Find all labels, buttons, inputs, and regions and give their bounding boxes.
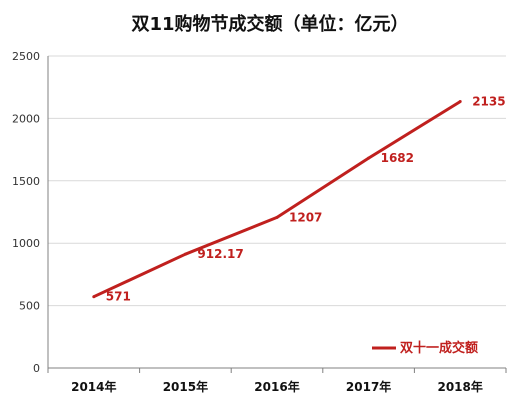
data-point [183, 252, 187, 256]
series-line [93, 100, 461, 299]
data-label: 1207 [289, 210, 322, 224]
data-point [275, 215, 279, 219]
x-axis: 2014年 2015年 2016年 2017年 2018年 [47, 56, 507, 394]
data-point [92, 295, 96, 299]
y-tick-label: 500 [19, 300, 40, 313]
legend: 双十一成交额 [372, 340, 478, 356]
data-labels: 571 912.17 1207 1682 2135 [106, 95, 506, 304]
y-axis-ticks: 0 500 1000 1500 2000 2500 [12, 50, 40, 375]
y-tick-label: 2000 [12, 112, 40, 125]
x-tick-label: 2018年 [437, 379, 482, 394]
data-label: 912.17 [197, 247, 243, 261]
y-tick-label: 0 [33, 362, 40, 375]
gridlines [48, 55, 506, 369]
data-point [367, 156, 371, 160]
y-tick-label: 2500 [12, 50, 40, 63]
data-label: 2135 [472, 95, 505, 109]
x-tick-label: 2015年 [163, 379, 208, 394]
series-layer [92, 100, 462, 299]
data-point [458, 100, 462, 104]
y-tick-label: 1500 [12, 175, 40, 188]
legend-label: 双十一成交额 [400, 340, 478, 356]
data-label: 1682 [381, 151, 414, 165]
data-label: 571 [106, 290, 131, 304]
x-tick-label: 2016年 [254, 379, 299, 394]
x-tick-label: 2017年 [346, 379, 391, 394]
chart-title: 双11购物节成交额（单位：亿元） [131, 13, 408, 35]
y-tick-label: 1000 [12, 237, 40, 250]
x-tick-label: 2014年 [71, 379, 116, 394]
